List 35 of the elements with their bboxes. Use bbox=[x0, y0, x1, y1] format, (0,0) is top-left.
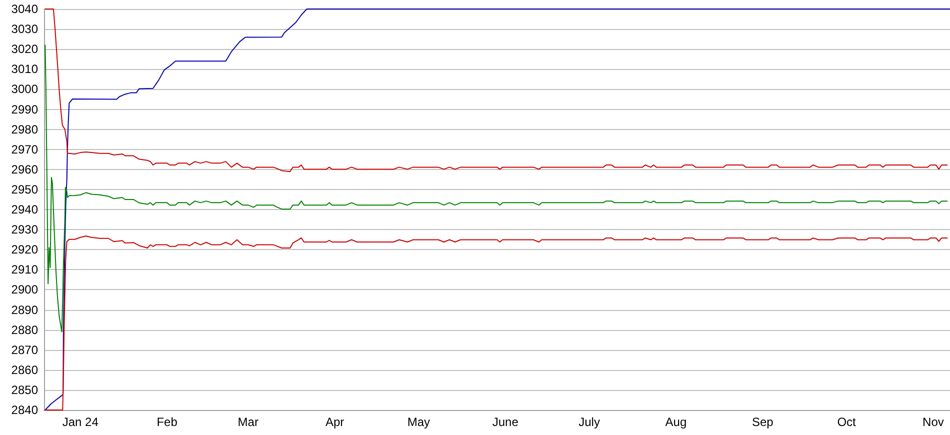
y-tick-label: 2950 bbox=[11, 182, 38, 196]
y-tick-label: 2980 bbox=[11, 122, 38, 136]
x-tick-label: Oct bbox=[837, 415, 857, 429]
line-series bbox=[44, 8, 948, 172]
y-tick-label: 2960 bbox=[11, 162, 38, 176]
x-tick-label: Nov bbox=[922, 415, 944, 429]
x-tick-label: Sep bbox=[752, 415, 774, 429]
y-tick-label: 2860 bbox=[11, 362, 38, 377]
line-series bbox=[44, 44, 948, 332]
x-tick-label: Apr bbox=[325, 415, 344, 429]
x-tick-label: Jan 24 bbox=[62, 415, 99, 429]
y-tick-label: 3010 bbox=[11, 62, 38, 76]
x-tick-label: Feb bbox=[156, 415, 178, 429]
y-tick-label: 2910 bbox=[11, 262, 38, 277]
x-tick-label: Mar bbox=[238, 415, 258, 429]
y-tick-label: 2850 bbox=[11, 382, 38, 397]
x-tick-label: June bbox=[492, 415, 519, 429]
y-tick-label: 2970 bbox=[11, 142, 38, 156]
x-tick-label: May bbox=[407, 415, 430, 429]
x-tick-label: July bbox=[578, 415, 600, 429]
y-tick-label: 2900 bbox=[11, 282, 38, 297]
y-tick-label: 3040 bbox=[11, 2, 38, 16]
y-tick-label: 2920 bbox=[11, 242, 38, 257]
y-tick-label: 2930 bbox=[11, 222, 38, 237]
y-tick-label: 2990 bbox=[11, 102, 38, 116]
y-tick-label: 3000 bbox=[11, 82, 38, 96]
y-tick-label: 2840 bbox=[11, 403, 38, 417]
x-tick-label: Aug bbox=[665, 415, 687, 429]
y-tick-label: 2870 bbox=[11, 342, 38, 357]
y-tick-label: 3020 bbox=[11, 42, 38, 56]
y-tick-label: 2890 bbox=[11, 302, 38, 317]
y-tick-label: 3030 bbox=[11, 22, 38, 36]
y-tick-label: 2880 bbox=[11, 322, 38, 337]
line-series bbox=[44, 8, 950, 410]
y-tick-label: 2940 bbox=[11, 202, 38, 216]
